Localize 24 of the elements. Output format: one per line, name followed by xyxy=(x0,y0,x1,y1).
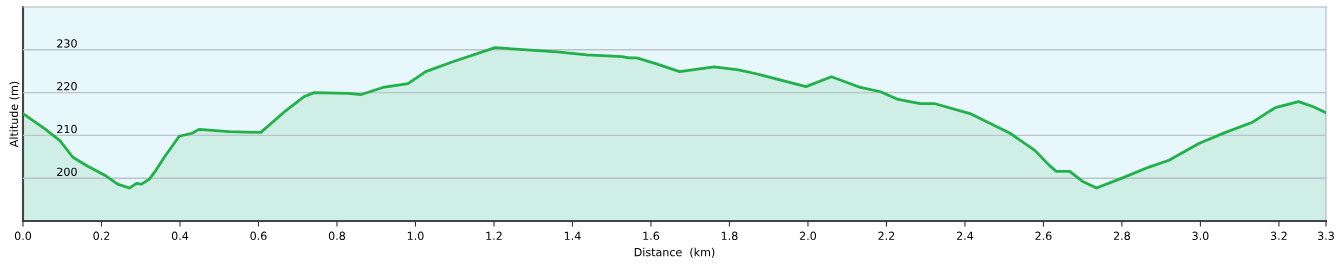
x-tick-label: 2.0 xyxy=(799,231,817,241)
y-tick-label: 200 xyxy=(57,167,77,177)
x-tick-label: 0.8 xyxy=(328,231,346,241)
x-tick-label: 3.3 xyxy=(1318,231,1334,241)
y-axis-title: Altitude (m) xyxy=(9,81,20,148)
y-tick-label: 210 xyxy=(57,124,77,134)
y-tick-label: 230 xyxy=(57,39,77,48)
x-tick-label: 2.4 xyxy=(956,231,974,240)
x-tick-label: 3.0 xyxy=(1192,231,1209,241)
x-tick-label: 1.2 xyxy=(486,231,502,240)
x-tick-label: 0.4 xyxy=(171,231,189,241)
y-tick-label: 220 xyxy=(57,82,77,91)
x-tick-label: 1.0 xyxy=(407,231,424,241)
x-tick-label: 1.4 xyxy=(564,231,581,240)
x-tick-label: 2.2 xyxy=(878,231,895,240)
x-axis-title: Distance (km) xyxy=(634,247,715,258)
x-tick-label: 1.6 xyxy=(643,231,660,241)
x-tick-label: 1.8 xyxy=(721,231,738,241)
x-tick-label: 2.8 xyxy=(1113,231,1130,241)
x-tick-label: 0.6 xyxy=(250,231,267,241)
x-tick-label: 2.6 xyxy=(1035,231,1052,241)
x-tick-label: 3.2 xyxy=(1270,231,1287,241)
x-tick-label: 0.2 xyxy=(93,231,110,241)
x-tick-label: 0.0 xyxy=(14,231,32,241)
